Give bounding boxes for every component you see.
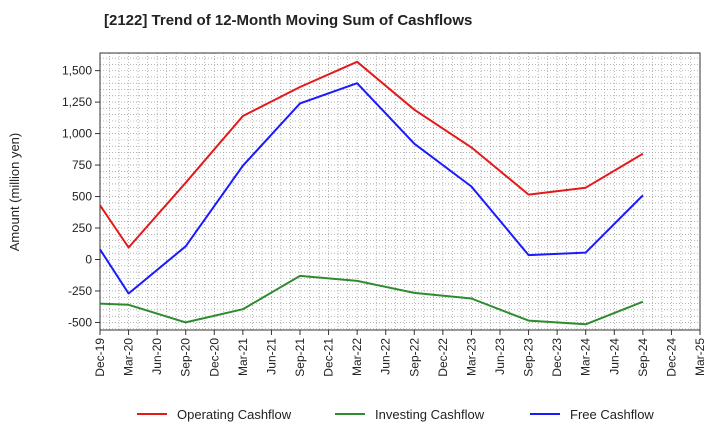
x-tick-label: Dec-20 <box>207 338 221 377</box>
x-tick-label: Jun-21 <box>264 338 278 375</box>
x-tick-label: Sep-23 <box>522 338 536 377</box>
y-tick-label: 1,250 <box>62 95 92 109</box>
y-tick-label: 1,000 <box>62 127 92 141</box>
legend-label: Operating Cashflow <box>177 407 292 422</box>
x-tick-label: Jun-24 <box>607 338 621 375</box>
x-tick-label: Mar-20 <box>122 338 136 376</box>
y-tick-label: -500 <box>68 315 92 329</box>
x-tick-label: Jun-23 <box>493 338 507 375</box>
x-tick-label: Dec-19 <box>93 338 107 377</box>
axes <box>99 52 701 331</box>
y-tick-labels: -500 -250 0 250 500 750 1,000 1,250 1,500 <box>62 64 100 329</box>
y-tick-label: -250 <box>68 284 92 298</box>
x-tick-label: Sep-24 <box>636 338 650 377</box>
x-tick-label: Jun-20 <box>150 338 164 375</box>
legend-item: Investing Cashflow <box>335 407 485 422</box>
chart-title: [2122] Trend of 12-Month Moving Sum of C… <box>104 12 473 29</box>
y-tick-label: 500 <box>72 190 92 204</box>
y-tick-label: 1,500 <box>62 64 92 78</box>
x-tick-label: Sep-22 <box>407 338 421 377</box>
x-tick-label: Mar-22 <box>350 338 364 376</box>
y-tick-label: 0 <box>85 252 92 266</box>
grid-lines <box>99 53 700 330</box>
y-axis-label: Amount (million yen) <box>7 133 22 252</box>
legend-label: Investing Cashflow <box>375 407 485 422</box>
y-tick-label: 750 <box>72 158 92 172</box>
x-tick-labels: Dec-19 Mar-20 Jun-20 Sep-20 Dec-20 Mar-21 Jun-… <box>93 330 707 377</box>
x-tick-label: Sep-20 <box>179 338 193 377</box>
plot-frame <box>99 52 701 331</box>
investing-cashflow-line <box>99 274 644 326</box>
legend-label: Free Cashflow <box>570 407 654 422</box>
x-tick-label: Jun-22 <box>379 338 393 375</box>
x-tick-label: Dec-23 <box>550 338 564 377</box>
x-tick-label: Mar-23 <box>464 338 478 376</box>
x-tick-label: Mar-25 <box>693 338 707 376</box>
x-tick-label: Dec-24 <box>664 338 678 377</box>
x-tick-label: Dec-21 <box>322 338 336 377</box>
x-tick-label: Mar-21 <box>236 338 250 376</box>
legend: Operating Cashflow Investing Cashflow Free… <box>137 407 654 422</box>
legend-item: Free Cashflow <box>530 407 654 422</box>
y-tick-label: 250 <box>72 221 92 235</box>
legend-item: Operating Cashflow <box>137 407 292 422</box>
x-tick-label: Sep-21 <box>293 338 307 377</box>
operating-cashflow-line <box>99 60 644 249</box>
x-tick-label: Mar-24 <box>579 338 593 376</box>
free-cashflow-line <box>99 82 644 295</box>
series-lines <box>99 60 644 326</box>
x-tick-label: Dec-22 <box>436 338 450 377</box>
